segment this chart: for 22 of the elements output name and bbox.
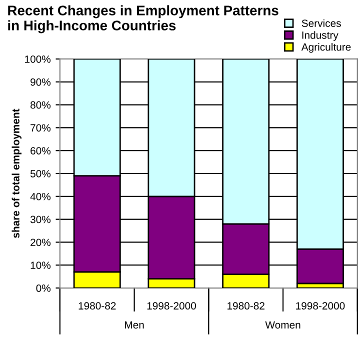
- y-tick-label: 50%: [30, 170, 51, 178]
- x-tick-label: 1998-2000: [296, 302, 345, 310]
- y-tick-label: 40%: [30, 192, 51, 200]
- y-tick-label: 70%: [30, 124, 51, 132]
- y-tick-label: 0%: [36, 284, 51, 292]
- text: Men: [125, 321, 144, 329]
- y-tick-label: 30%: [30, 216, 51, 224]
- y-tick-label: 10%: [30, 262, 51, 269]
- legend-label: Industry: [302, 31, 338, 41]
- chart-title: Recent Changes in Employment Patterns in High-Income Countries: [8, 5, 278, 34]
- y-axis-title: share of total employment: [12, 108, 22, 238]
- legend-label: Services: [302, 19, 341, 27]
- y-tick-label: 60%: [30, 147, 51, 154]
- x-tick-label: 1980-82: [78, 302, 116, 310]
- text: Women: [265, 321, 300, 329]
- y-tick-label: 80%: [30, 101, 51, 109]
- y-tick-label: 90%: [30, 78, 51, 86]
- y-tick-label: 100%: [25, 55, 51, 63]
- y-tick-label: 20%: [30, 238, 51, 246]
- legend-label: Agriculture: [301, 43, 351, 53]
- x-tick-label: 1980-82: [228, 302, 264, 310]
- x-tick-label: 1998-2000: [147, 302, 196, 310]
